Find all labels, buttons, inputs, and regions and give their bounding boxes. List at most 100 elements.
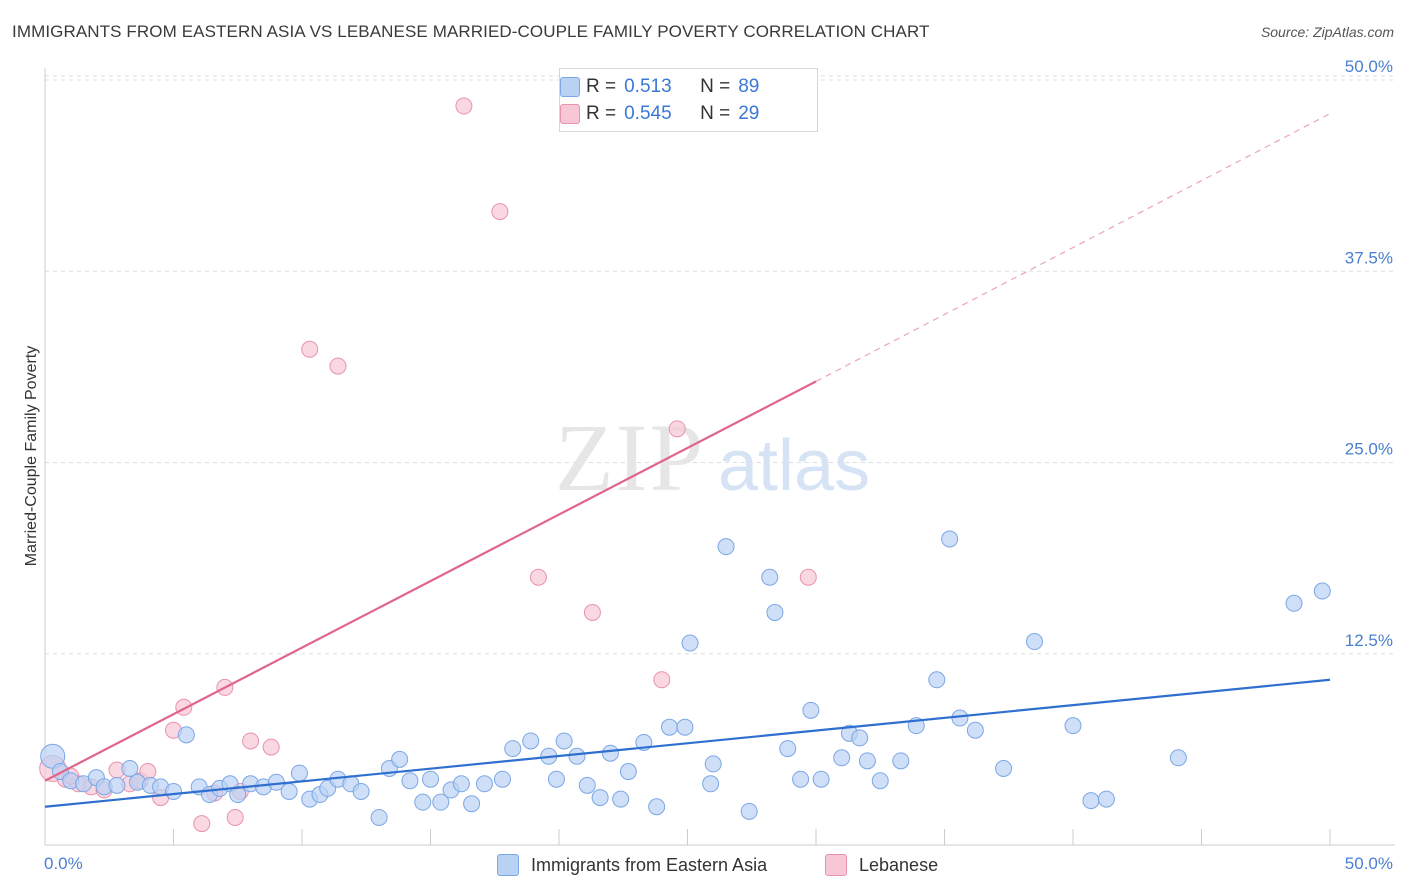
eastern-asia-point [619,763,637,781]
bottom-legend-label: Immigrants from Eastern Asia [531,854,768,875]
eastern-asia-point [591,789,609,807]
eastern-asia-point [717,538,735,556]
y-tick-label: 12.5% [1345,631,1393,650]
eastern-asia-point [802,701,820,719]
legend-row-lebanese: R = 0.545 N = 29 [560,102,760,126]
eastern-asia-point [401,772,419,790]
eastern-asia-point [792,770,810,788]
eastern-asia-point [740,802,758,820]
eastern-asia-point [422,770,439,788]
eastern-asia-point [676,718,694,736]
eastern-asia-point [290,764,308,782]
eastern-asia-point [612,790,630,808]
legend-n-label: N = [700,103,731,124]
eastern-asia-point [928,671,946,689]
source-label: Source: ZipAtlas.com [1260,24,1394,40]
eastern-asia-point [871,772,889,790]
eastern-asia-point [177,726,195,744]
eastern-asia-point [229,786,247,804]
y-tick-label: 50.0% [1345,57,1393,76]
eastern-asia-point [1064,717,1082,735]
legend-n-label: N = [700,76,731,97]
eastern-asia-point [1285,594,1303,612]
lebanese-point [583,603,601,621]
eastern-asia-point [165,782,182,800]
eastern-asia-point [761,568,779,586]
eastern-asia-point [578,776,596,794]
legend-row-eastern-asia: R = 0.513 N = 89 [560,75,760,99]
lebanese-point [455,97,473,115]
chart-title: IMMIGRANTS FROM EASTERN ASIA VS LEBANESE… [12,22,930,41]
tick-labels: 12.5% 25.0% 37.5% 50.0% 0.0% 50.0% [44,57,1393,873]
bottom-legend-lebanese[interactable]: Lebanese [825,852,938,878]
legend-r-label: R = [586,103,617,124]
eastern-asia-point [121,760,139,777]
eastern-asia-trend-line [44,678,1331,808]
eastern-asia-point [681,634,699,652]
eastern-asia-point [779,740,797,758]
eastern-asia-point [1025,633,1043,651]
eastern-asia-point [414,793,432,811]
lebanese-trend-extension [815,113,1331,382]
eastern-asia-point [941,530,959,548]
eastern-asia-point [1082,792,1100,810]
lebanese-trend-line [44,380,817,782]
trend-lines [44,113,1331,808]
eastern-asia-point [766,603,784,621]
lebanese-point [491,203,509,221]
legend-swatch-pink [560,104,580,124]
legend-n-value: 89 [738,76,760,97]
x-tick-label-max: 50.0% [1345,854,1393,873]
eastern-asia-point [108,776,126,794]
lebanese-point [193,815,211,833]
eastern-asia-point [432,793,450,811]
lebanese-point [242,732,260,750]
bottom-legend-label: Lebanese [859,854,939,875]
legend-r-label: R = [586,76,617,97]
stats-legend: R = 0.513 N = 89 R = 0.545 N = 29 [559,68,818,132]
eastern-asia-point [1169,749,1187,767]
eastern-asia-point [892,752,910,770]
bottom-legend-swatch-pink [825,854,847,876]
legend-n-value: 29 [738,103,760,124]
grid-lines [45,75,1395,655]
eastern-asia-point [555,732,573,750]
eastern-asia-point [601,744,619,762]
eastern-asia-point [851,729,869,747]
eastern-asia-point [522,732,540,750]
watermark: ZIP atlas [555,404,870,511]
eastern-asia-point [812,770,830,788]
eastern-asia-point [504,740,522,758]
bottom-legend-swatch-blue [497,854,519,876]
eastern-asia-point [452,775,470,793]
lebanese-point [668,420,686,438]
eastern-asia-point [280,782,298,800]
legend-r-value: 0.513 [624,76,672,97]
eastern-asia-point [661,718,679,736]
eastern-asia-point [995,760,1013,777]
y-tick-label: 37.5% [1345,248,1393,267]
eastern-asia-point [493,770,511,788]
eastern-asia-point [704,755,722,773]
eastern-asia-point [463,795,481,813]
eastern-asia-point [1097,790,1115,808]
y-axis-label: Married-Couple Family Poverty [23,346,40,567]
lebanese-point [301,340,319,358]
x-tick-label-min: 0.0% [44,854,83,873]
eastern-asia-point [966,721,984,739]
bottom-legend-eastern-asia[interactable]: Immigrants from Eastern Asia [497,852,767,878]
eastern-asia-point [1313,582,1331,600]
eastern-asia-point [352,782,370,800]
eastern-asia-point [391,750,409,768]
eastern-asia-point [702,775,720,793]
eastern-asia-point [370,808,388,826]
eastern-asia-point [858,752,876,770]
eastern-asia-point [951,709,969,727]
y-tick-label: 25.0% [1345,440,1393,459]
eastern-asia-points [40,530,1331,826]
lebanese-point [653,671,671,689]
watermark-zip: ZIP [555,404,705,511]
lebanese-point [529,568,547,586]
eastern-asia-point [475,775,493,793]
